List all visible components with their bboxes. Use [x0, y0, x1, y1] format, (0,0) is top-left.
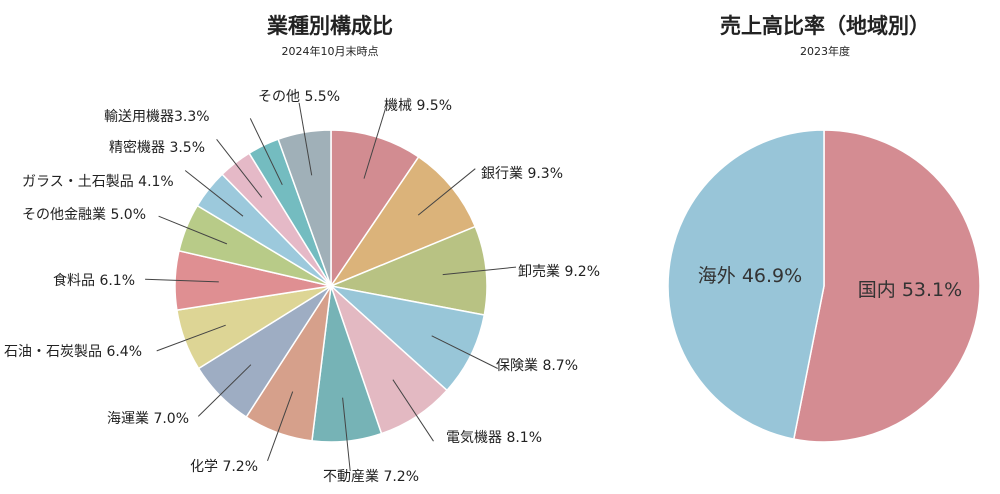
industry-slice-label-14: その他 5.5% [258, 89, 340, 105]
industry-slice-label-0: 機械 9.5% [384, 98, 452, 114]
industry-pie-chart: 機械 9.5% 銀行業 9.3% 卸売業 9.2% 保険業 8.7% 電気機器 8.1%… [4, 89, 600, 485]
industry-leader-line-5 [342, 397, 351, 472]
industry-slice-label-1: 銀行業 9.3% [481, 166, 563, 182]
industry-leader-line-9 [145, 278, 219, 283]
industry-slice-label-6: 化学 7.2% [190, 459, 258, 475]
chart-subtitle-region: 2023年度 [800, 45, 850, 58]
industry-slice-label-7: 海運業 7.0% [107, 411, 189, 427]
industry-leader-line-1 [417, 168, 476, 216]
industry-leader-line-14 [298, 102, 313, 176]
region-pie-chart: 国内 53.1% 海外 46.9% [667, 129, 981, 443]
industry-leader-line-13 [249, 118, 283, 186]
industry-slice-label-9: 食料品 6.1% [53, 272, 135, 289]
industry-slice-label-11: ガラス・土石製品 4.1% [22, 174, 174, 190]
industry-slice-label-13: 輸送用機器3.3% [104, 109, 210, 125]
region-slice-0 [792, 129, 981, 443]
region-slice-label-0: 国内 53.1% [858, 279, 962, 301]
chart-title-industry: 業種別構成比 [267, 14, 393, 38]
industry-slice-label-4: 電気機器 8.1% [446, 430, 542, 446]
industry-leader-line-2 [442, 266, 517, 276]
industry-slice-label-2: 卸売業 9.2% [518, 264, 600, 280]
industry-leader-line-12 [216, 138, 263, 198]
industry-leader-line-8 [156, 324, 226, 352]
industry-slice-label-10: その他金融業 5.0% [22, 207, 146, 223]
industry-leader-line-6 [267, 391, 294, 461]
industry-leader-line-0 [363, 108, 387, 179]
industry-slice-label-12: 精密機器 3.5% [109, 139, 205, 156]
industry-leader-line-10 [158, 215, 228, 245]
chart-subtitle-industry: 2024年10月末時点 [281, 45, 379, 58]
chart-title-region: 売上高比率（地域別） [720, 14, 930, 38]
industry-leader-line-3 [431, 335, 498, 369]
industry-leader-line-7 [197, 364, 252, 417]
region-slice-label-1: 海外 46.9% [698, 265, 802, 287]
region-slice-1 [667, 129, 825, 440]
industry-leader-line-11 [184, 170, 244, 217]
industry-slice-label-3: 保険業 8.7% [496, 358, 578, 374]
industry-leader-line-4 [392, 379, 434, 442]
industry-slice-label-8: 石油・石炭製品 6.4% [4, 344, 142, 360]
industry-slice-label-5: 不動産業 7.2% [323, 469, 419, 485]
